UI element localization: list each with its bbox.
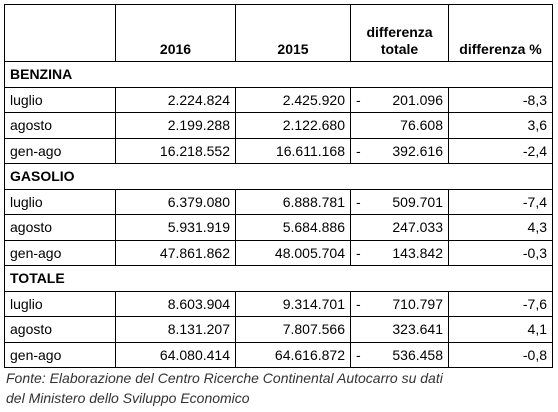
value-cell: 5.931.919 (115, 214, 236, 241)
value-cell: 2.425.920 (235, 86, 351, 113)
data-row: gen-ago 64.080.414 64.616.872- 536.458 -0,8 (4, 341, 553, 368)
diff-sign: - (356, 244, 361, 261)
pct-cell: 4,1 (448, 316, 553, 343)
footnote-line: del Ministero dello Sviluppo Economico (6, 390, 250, 406)
pct-cell: -7,4 (448, 188, 553, 215)
diff-value: 323.641 (392, 321, 443, 338)
value-cell: 9.314.701 (235, 290, 351, 317)
value-cell: 2.122.680 (235, 112, 351, 139)
header-row: 2016 2015 differenza totale differenza % (4, 4, 553, 62)
row-label: agosto (4, 112, 116, 139)
table-body: BENZINA luglio 2.224.824 2.425.920-201.096-… (4, 61, 553, 368)
diff-cell: 323.641 (350, 316, 449, 343)
data-row: luglio 6.379.080 6.888.781- 509.701 -7,4 (4, 188, 553, 215)
data-row: gen-ago 16.218.552 16.611.168- 392.616 -2,4 (4, 137, 553, 164)
row-label: gen-ago (4, 239, 116, 266)
row-label: luglio (4, 86, 116, 113)
header-cell: differenza totale (350, 4, 449, 62)
value-cell: 6.379.080 (115, 188, 236, 215)
section-label: GASOLIO (4, 163, 553, 190)
footnote-line: Fonte: Elaborazione del Centro Ricerche … (6, 370, 443, 386)
section-label: TOTALE (4, 265, 553, 292)
diff-cell: - 392.616 (350, 137, 449, 164)
value-cell: 2.199.288 (115, 112, 236, 139)
row-label: luglio (4, 188, 116, 215)
diff-value: 247.033 (392, 219, 443, 236)
pct-cell: -7,6 (448, 290, 553, 317)
diff-cell: - 509.701 (350, 188, 449, 215)
value-cell: 5.684.886 (235, 214, 351, 241)
pct-cell: -0,3 (448, 239, 553, 266)
value-cell: 2.224.824 (115, 86, 236, 113)
row-label: gen-ago (4, 341, 116, 368)
diff-cell: 76.608 (350, 112, 449, 139)
row-label: agosto (4, 316, 116, 343)
data-row: luglio 8.603.904 9.314.701- 710.797 -7,6 (4, 290, 553, 317)
value-cell: 48.005.704 (235, 239, 351, 266)
value-cell: 64.616.872 (235, 341, 351, 368)
diff-value: 143.842 (392, 244, 443, 261)
section-label: BENZINA (4, 61, 553, 88)
diff-value: 76.608 (400, 117, 443, 134)
diff-value: 536.458 (392, 346, 443, 363)
value-cell: 16.218.552 (115, 137, 236, 164)
header-cell: 2015 (235, 4, 351, 62)
diff-sign: - (356, 142, 361, 159)
diff-sign: - (356, 295, 361, 312)
diff-cell: - 536.458 (350, 341, 449, 368)
pct-cell: -2,4 (448, 137, 553, 164)
header-cell: differenza % (448, 4, 553, 62)
data-row: agosto 5.931.919 5.684.886 247.033 4,3 (4, 214, 553, 241)
diff-sign: - (356, 193, 361, 210)
diff-cell: - 710.797 (350, 290, 449, 317)
diff-cell: 247.033 (350, 214, 449, 241)
pct-cell: -0,8 (448, 341, 553, 368)
pct-cell: 3,6 (448, 112, 553, 139)
value-cell: 64.080.414 (115, 341, 236, 368)
pct-cell: -8,3 (448, 86, 553, 113)
data-row: agosto 2.199.288 2.122.680 76.608 3,6 (4, 112, 553, 139)
data-row: luglio 2.224.824 2.425.920- 201.096 -8,3 (4, 86, 553, 113)
section-row: TOTALE (4, 265, 553, 292)
diff-value: 392.616 (392, 142, 443, 159)
diff-cell: - 143.842 (350, 239, 449, 266)
diff-cell: - 201.096 (350, 86, 449, 113)
row-label: agosto (4, 214, 116, 241)
value-cell: 8.131.207 (115, 316, 236, 343)
row-label: gen-ago (4, 137, 116, 164)
diff-value: 201.096 (392, 91, 443, 108)
section-row: GASOLIO (4, 163, 553, 190)
table-header: 2016 2015 differenza totale differenza % (4, 4, 553, 62)
value-cell: 8.603.904 (115, 290, 236, 317)
value-cell: 47.861.862 (115, 239, 236, 266)
data-table: 2016 2015 differenza totale differenza % BE… (4, 4, 553, 368)
diff-sign: - (356, 346, 361, 363)
section-row: BENZINA (4, 61, 553, 88)
header-cell (4, 4, 116, 62)
diff-sign: - (356, 91, 361, 108)
row-label: luglio (4, 290, 116, 317)
value-cell: 7.807.566 (235, 316, 351, 343)
pct-cell: 4,3 (448, 214, 553, 241)
diff-value: 509.701 (392, 193, 443, 210)
footnote: Fonte: Elaborazione del Centro Ricerche … (6, 368, 443, 408)
value-cell: 6.888.781 (235, 188, 351, 215)
data-row: gen-ago 47.861.862 48.005.704- 143.842 -0,3 (4, 239, 553, 266)
header-cell: 2016 (115, 4, 236, 62)
data-row: agosto 8.131.207 7.807.566 323.641 4,1 (4, 316, 553, 343)
diff-value: 710.797 (392, 295, 443, 312)
value-cell: 16.611.168 (235, 137, 351, 164)
